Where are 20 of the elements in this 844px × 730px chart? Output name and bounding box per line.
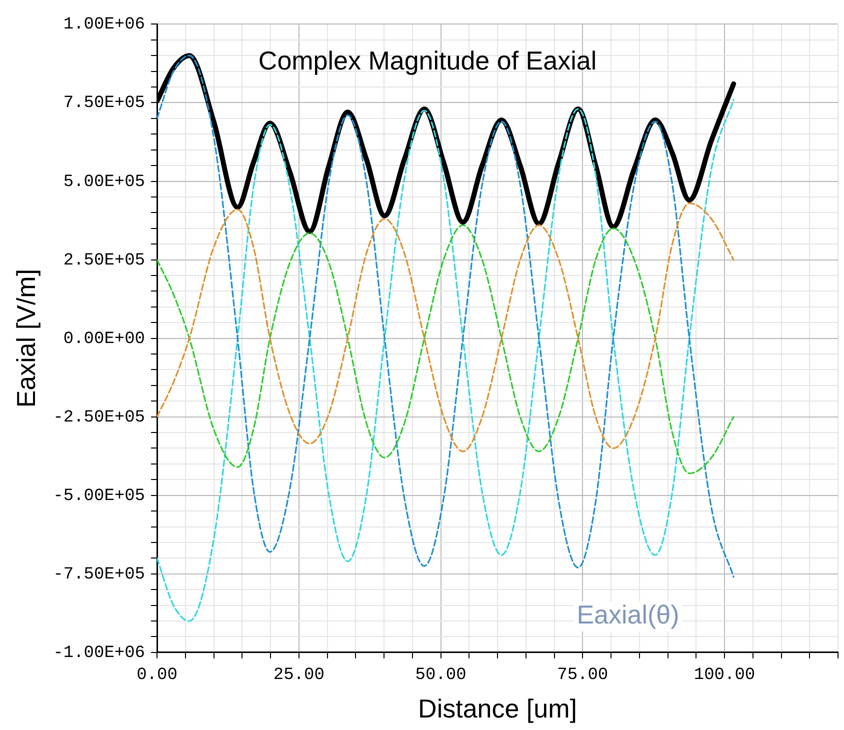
y-tick-label: -7.50E+05 — [53, 565, 146, 584]
x-tick-label: 50.00 — [415, 666, 466, 686]
line-series — [157, 224, 734, 474]
y-tick-label: 5.00E+05 — [63, 172, 146, 192]
y-tick-label: -5.00E+05 — [53, 486, 146, 506]
annotation: Complex Magnitude of Eaxial — [258, 45, 597, 76]
y-tick-label: -1.00E+06 — [53, 644, 146, 663]
y-tick-label: 2.50E+05 — [63, 251, 146, 270]
annotation: Eaxial(θ) — [576, 600, 680, 630]
y-tick-label: 7.50E+05 — [63, 94, 146, 114]
y-tick-label: -2.50E+05 — [53, 408, 146, 428]
y-tick-label: 1.00E+06 — [63, 16, 146, 35]
x-tick-label: 100.00 — [694, 666, 756, 686]
x-tick-label: 25.00 — [273, 666, 324, 686]
x-tick-label: 75.00 — [557, 666, 608, 686]
x-axis-title: Distance [um] — [418, 694, 577, 724]
y-axis-title: Eaxial [V/m] — [10, 268, 41, 408]
x-tick-label: 0.00 — [136, 666, 178, 686]
y-tick-label: 0.00E+00 — [63, 330, 146, 349]
line-series — [157, 202, 734, 452]
